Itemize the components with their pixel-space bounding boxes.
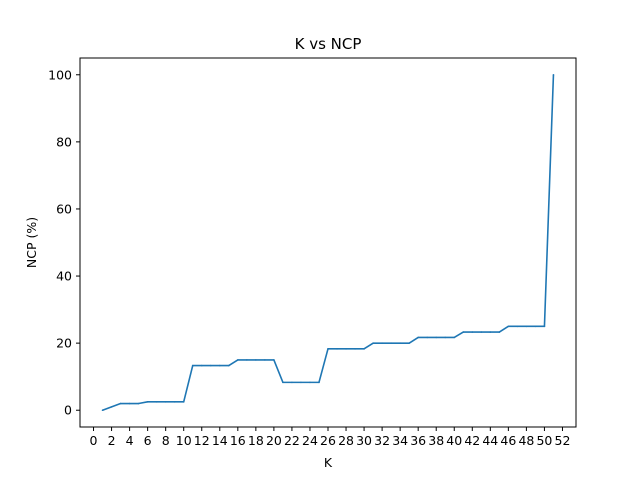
- data-point: [128, 402, 131, 405]
- x-tick-label: 42: [464, 433, 480, 448]
- x-tick-label: 50: [536, 433, 552, 448]
- data-point: [381, 342, 383, 344]
- data-point: [191, 364, 194, 367]
- chart-title: K vs NCP: [295, 35, 362, 53]
- data-point: [372, 342, 374, 344]
- x-tick-label: 6: [144, 433, 152, 448]
- y-tick-label: 100: [48, 67, 72, 82]
- x-tick-label: 32: [374, 433, 390, 448]
- data-point: [300, 381, 302, 384]
- data-point: [534, 325, 537, 328]
- x-tick-label: 14: [212, 433, 228, 448]
- y-axis: 0 20 40 60 80 100: [48, 67, 80, 418]
- data-point: [164, 401, 167, 403]
- data-point: [218, 364, 221, 367]
- series-line: [102, 74, 555, 411]
- data-point: [471, 331, 474, 333]
- x-axis: 0 2 4 6 8 10 12 14 16 18 20 22 24 26 28 30 32 34 36 38 40 42 4…: [90, 427, 571, 448]
- x-tick-label: 52: [555, 433, 571, 448]
- data-point: [173, 401, 176, 403]
- x-axis-label: K: [324, 455, 333, 470]
- data-point: [453, 336, 456, 339]
- data-point: [282, 381, 284, 384]
- y-tick-label: 60: [56, 201, 72, 216]
- x-tick-label: 18: [248, 433, 264, 448]
- data-point: [480, 331, 483, 333]
- data-point: [345, 348, 347, 350]
- data-point: [426, 336, 429, 339]
- x-tick-label: 10: [176, 433, 192, 448]
- data-point: [516, 325, 519, 328]
- data-point: [462, 331, 465, 333]
- x-tick-label: 48: [518, 433, 534, 448]
- data-point: [255, 359, 257, 361]
- x-tick-label: 4: [126, 433, 134, 448]
- data-point: [110, 406, 113, 408]
- data-point: [525, 325, 528, 328]
- x-tick-label: 20: [266, 433, 282, 448]
- data-point: [264, 359, 266, 361]
- data-point: [327, 348, 329, 350]
- data-point: [399, 342, 401, 344]
- data-point: [354, 348, 356, 350]
- x-tick-label: 24: [302, 433, 318, 448]
- data-point: [444, 336, 447, 339]
- data-point: [390, 342, 392, 344]
- data-point: [498, 331, 501, 333]
- data-point: [507, 325, 510, 328]
- data-point: [237, 359, 239, 361]
- data-point: [146, 401, 149, 403]
- data-point: [543, 325, 546, 328]
- data-point: [119, 402, 122, 405]
- x-tick-label: 2: [108, 433, 116, 448]
- x-tick-label: 16: [230, 433, 246, 448]
- x-tick-label: 46: [500, 433, 516, 448]
- x-tick-label: 36: [410, 433, 426, 448]
- data-point: [137, 402, 140, 405]
- data-point: [552, 73, 555, 76]
- y-axis-label: NCP (%): [24, 217, 39, 268]
- y-tick-label: 0: [64, 403, 72, 418]
- data-point: [336, 348, 338, 350]
- x-tick-label: 38: [428, 433, 444, 448]
- data-point: [489, 331, 492, 333]
- axes-frame: [79, 57, 577, 428]
- data-point: [200, 364, 203, 367]
- data-point: [273, 359, 275, 361]
- x-tick-label: 8: [162, 433, 170, 448]
- y-tick-label: 20: [56, 336, 72, 351]
- data-point: [246, 359, 248, 361]
- y-tick-label: 40: [56, 269, 72, 284]
- plot-area: [101, 73, 555, 412]
- x-tick-label: 44: [482, 433, 498, 448]
- data-point: [228, 364, 230, 367]
- data-point: [408, 342, 410, 344]
- data-point: [182, 401, 185, 403]
- data-point: [291, 381, 293, 384]
- data-point: [155, 401, 158, 403]
- data-point: [363, 348, 365, 350]
- data-point: [101, 409, 104, 412]
- x-tick-label: 0: [90, 433, 98, 448]
- x-tick-label: 12: [194, 433, 210, 448]
- data-point: [417, 336, 419, 339]
- x-tick-label: 40: [446, 433, 462, 448]
- x-tick-label: 28: [338, 433, 354, 448]
- data-point: [209, 364, 212, 367]
- x-tick-label: 26: [320, 433, 336, 448]
- x-tick-label: 30: [356, 433, 372, 448]
- data-point: [309, 381, 311, 384]
- x-tick-label: 34: [392, 433, 408, 448]
- data-point: [435, 336, 438, 339]
- data-point: [318, 381, 320, 384]
- y-tick-label: 80: [56, 134, 72, 149]
- x-tick-label: 22: [284, 433, 300, 448]
